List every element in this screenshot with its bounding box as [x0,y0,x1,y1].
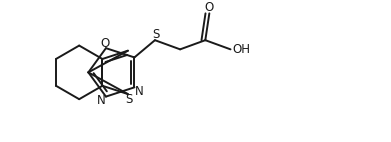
Text: S: S [125,93,133,106]
Text: S: S [152,28,160,41]
Text: N: N [97,94,106,107]
Text: O: O [205,1,214,14]
Text: OH: OH [232,43,250,56]
Text: O: O [100,37,109,50]
Text: N: N [135,85,143,98]
